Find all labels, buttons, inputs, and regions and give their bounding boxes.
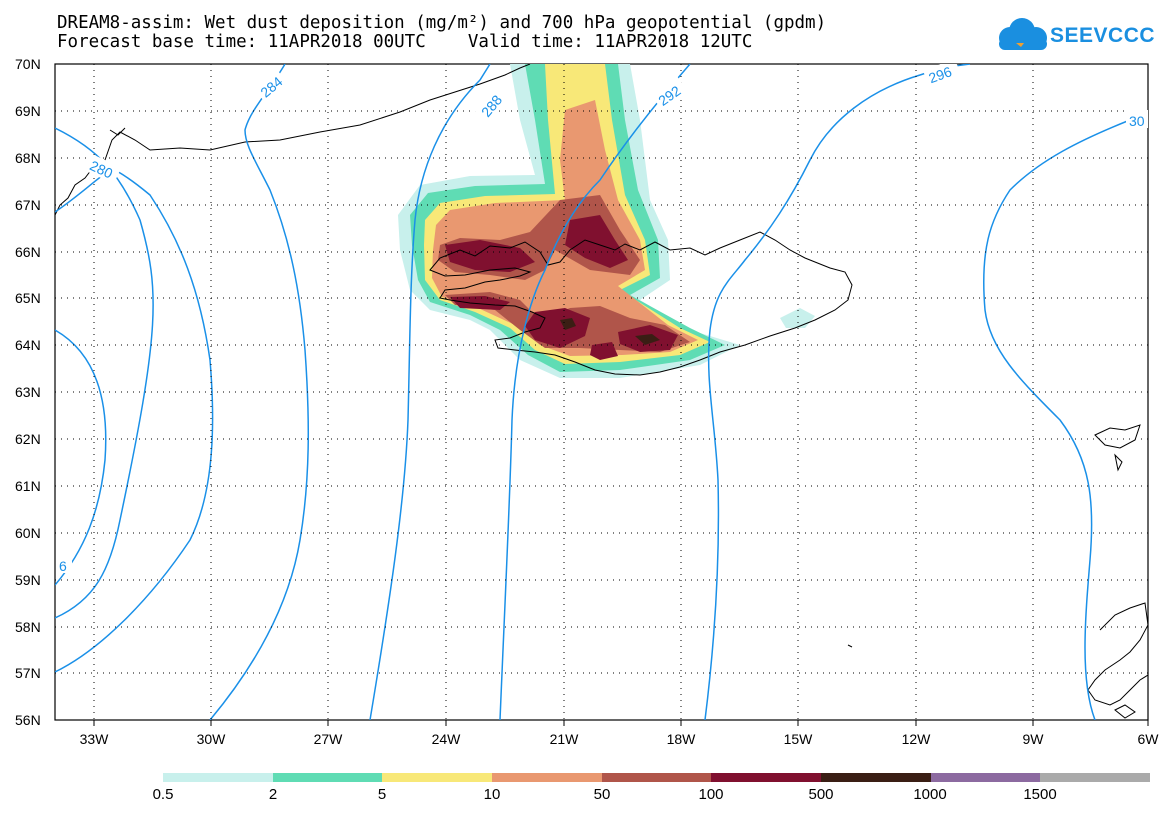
lon-label-15w: 15W [784,731,814,747]
legend-swatch-3 [492,773,602,782]
contour-labels: 284 288 292 296 280 30 6 [56,63,1148,574]
legend-swatch-6 [821,773,931,782]
lat-label-60n: 60N [15,525,41,541]
cloud-icon [999,18,1047,50]
graticule [55,64,1148,720]
lon-label-24w: 24W [432,731,462,747]
contour-label-296: 296 [926,63,954,86]
lat-label-61n: 61N [15,478,41,494]
legend-label-0: 0.5 [152,786,174,803]
lat-label-59n: 59N [15,572,41,588]
lon-label-6w: 6W [1138,731,1160,747]
lat-label-68n: 68N [15,150,41,166]
legend-swatch-7 [930,773,1041,782]
legend-label-1: 2 [268,786,278,803]
lon-label-30w: 30W [197,731,227,747]
map-title-line2: Forecast base time: 11APR2018 00UTC Vali… [57,32,753,52]
lat-label-57n: 57N [15,665,41,681]
color-legend [163,773,1151,782]
lat-label-70n: 70N [15,56,41,72]
map-canvas: 284 288 292 296 280 30 6 70N 69N 68N 67N… [15,56,1160,747]
lat-label-65n: 65N [15,290,41,306]
legend-swatch-4 [601,773,712,782]
legend-label-5: 100 [698,786,724,803]
legend-swatch-0 [163,773,273,782]
lon-label-9w: 9W [1023,731,1045,747]
legend-label-3: 10 [483,786,501,803]
lat-label-63n: 63N [15,384,41,400]
map-title-line1: DREAM8-assim: Wet dust deposition (mg/m²… [57,13,827,33]
contour-label-30: 30 [1129,113,1145,129]
lon-label-18w: 18W [667,731,697,747]
latitude-labels: 70N 69N 68N 67N 66N 65N 64N 63N 62N 61N … [15,56,41,728]
lon-label-27w: 27W [314,731,344,747]
legend-swatch-8 [1040,773,1151,782]
legend-label-8: 1500 [1023,786,1057,803]
lat-label-62n: 62N [15,431,41,447]
lat-label-69n: 69N [15,103,41,119]
logo-text: SEEVCCC [1050,24,1156,47]
legend-label-2: 5 [377,786,387,803]
longitude-labels: 33W 30W 27W 24W 21W 18W 15W 12W 9W 6W [80,731,1160,747]
legend-swatch-5 [711,773,822,782]
legend-label-6: 500 [808,786,834,803]
legend-swatch-2 [382,773,493,782]
legend-label-7: 1000 [913,786,947,803]
axis-ticks [93,720,1149,726]
lat-label-56n: 56N [15,712,41,728]
contour-label-6: 6 [59,558,67,574]
lon-label-12w: 12W [902,731,932,747]
lat-label-66n: 66N [15,244,41,260]
lat-label-67n: 67N [15,197,41,213]
legend-label-4: 50 [593,786,611,803]
lon-label-21w: 21W [550,731,580,747]
lat-label-58n: 58N [15,619,41,635]
legend-swatch-1 [272,773,383,782]
lat-label-64n: 64N [15,337,41,353]
lon-label-33w: 33W [80,731,110,747]
